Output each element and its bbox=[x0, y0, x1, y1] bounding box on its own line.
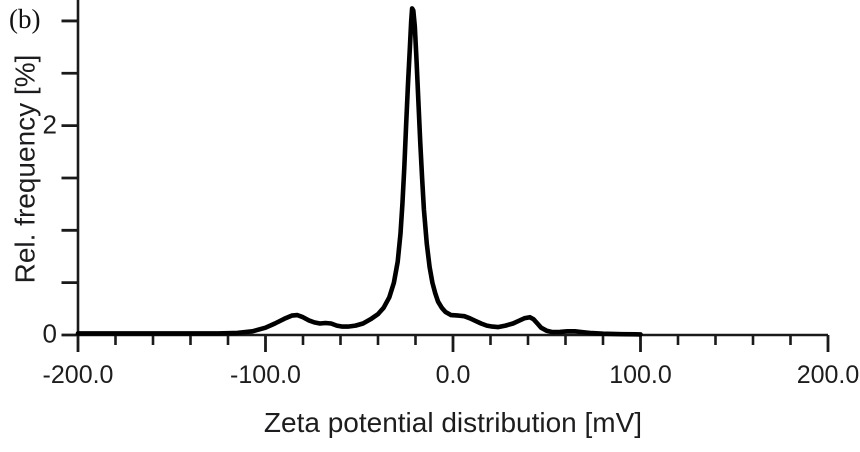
distribution-curve bbox=[75, 6, 643, 337]
panel-label: (b) bbox=[9, 4, 41, 34]
